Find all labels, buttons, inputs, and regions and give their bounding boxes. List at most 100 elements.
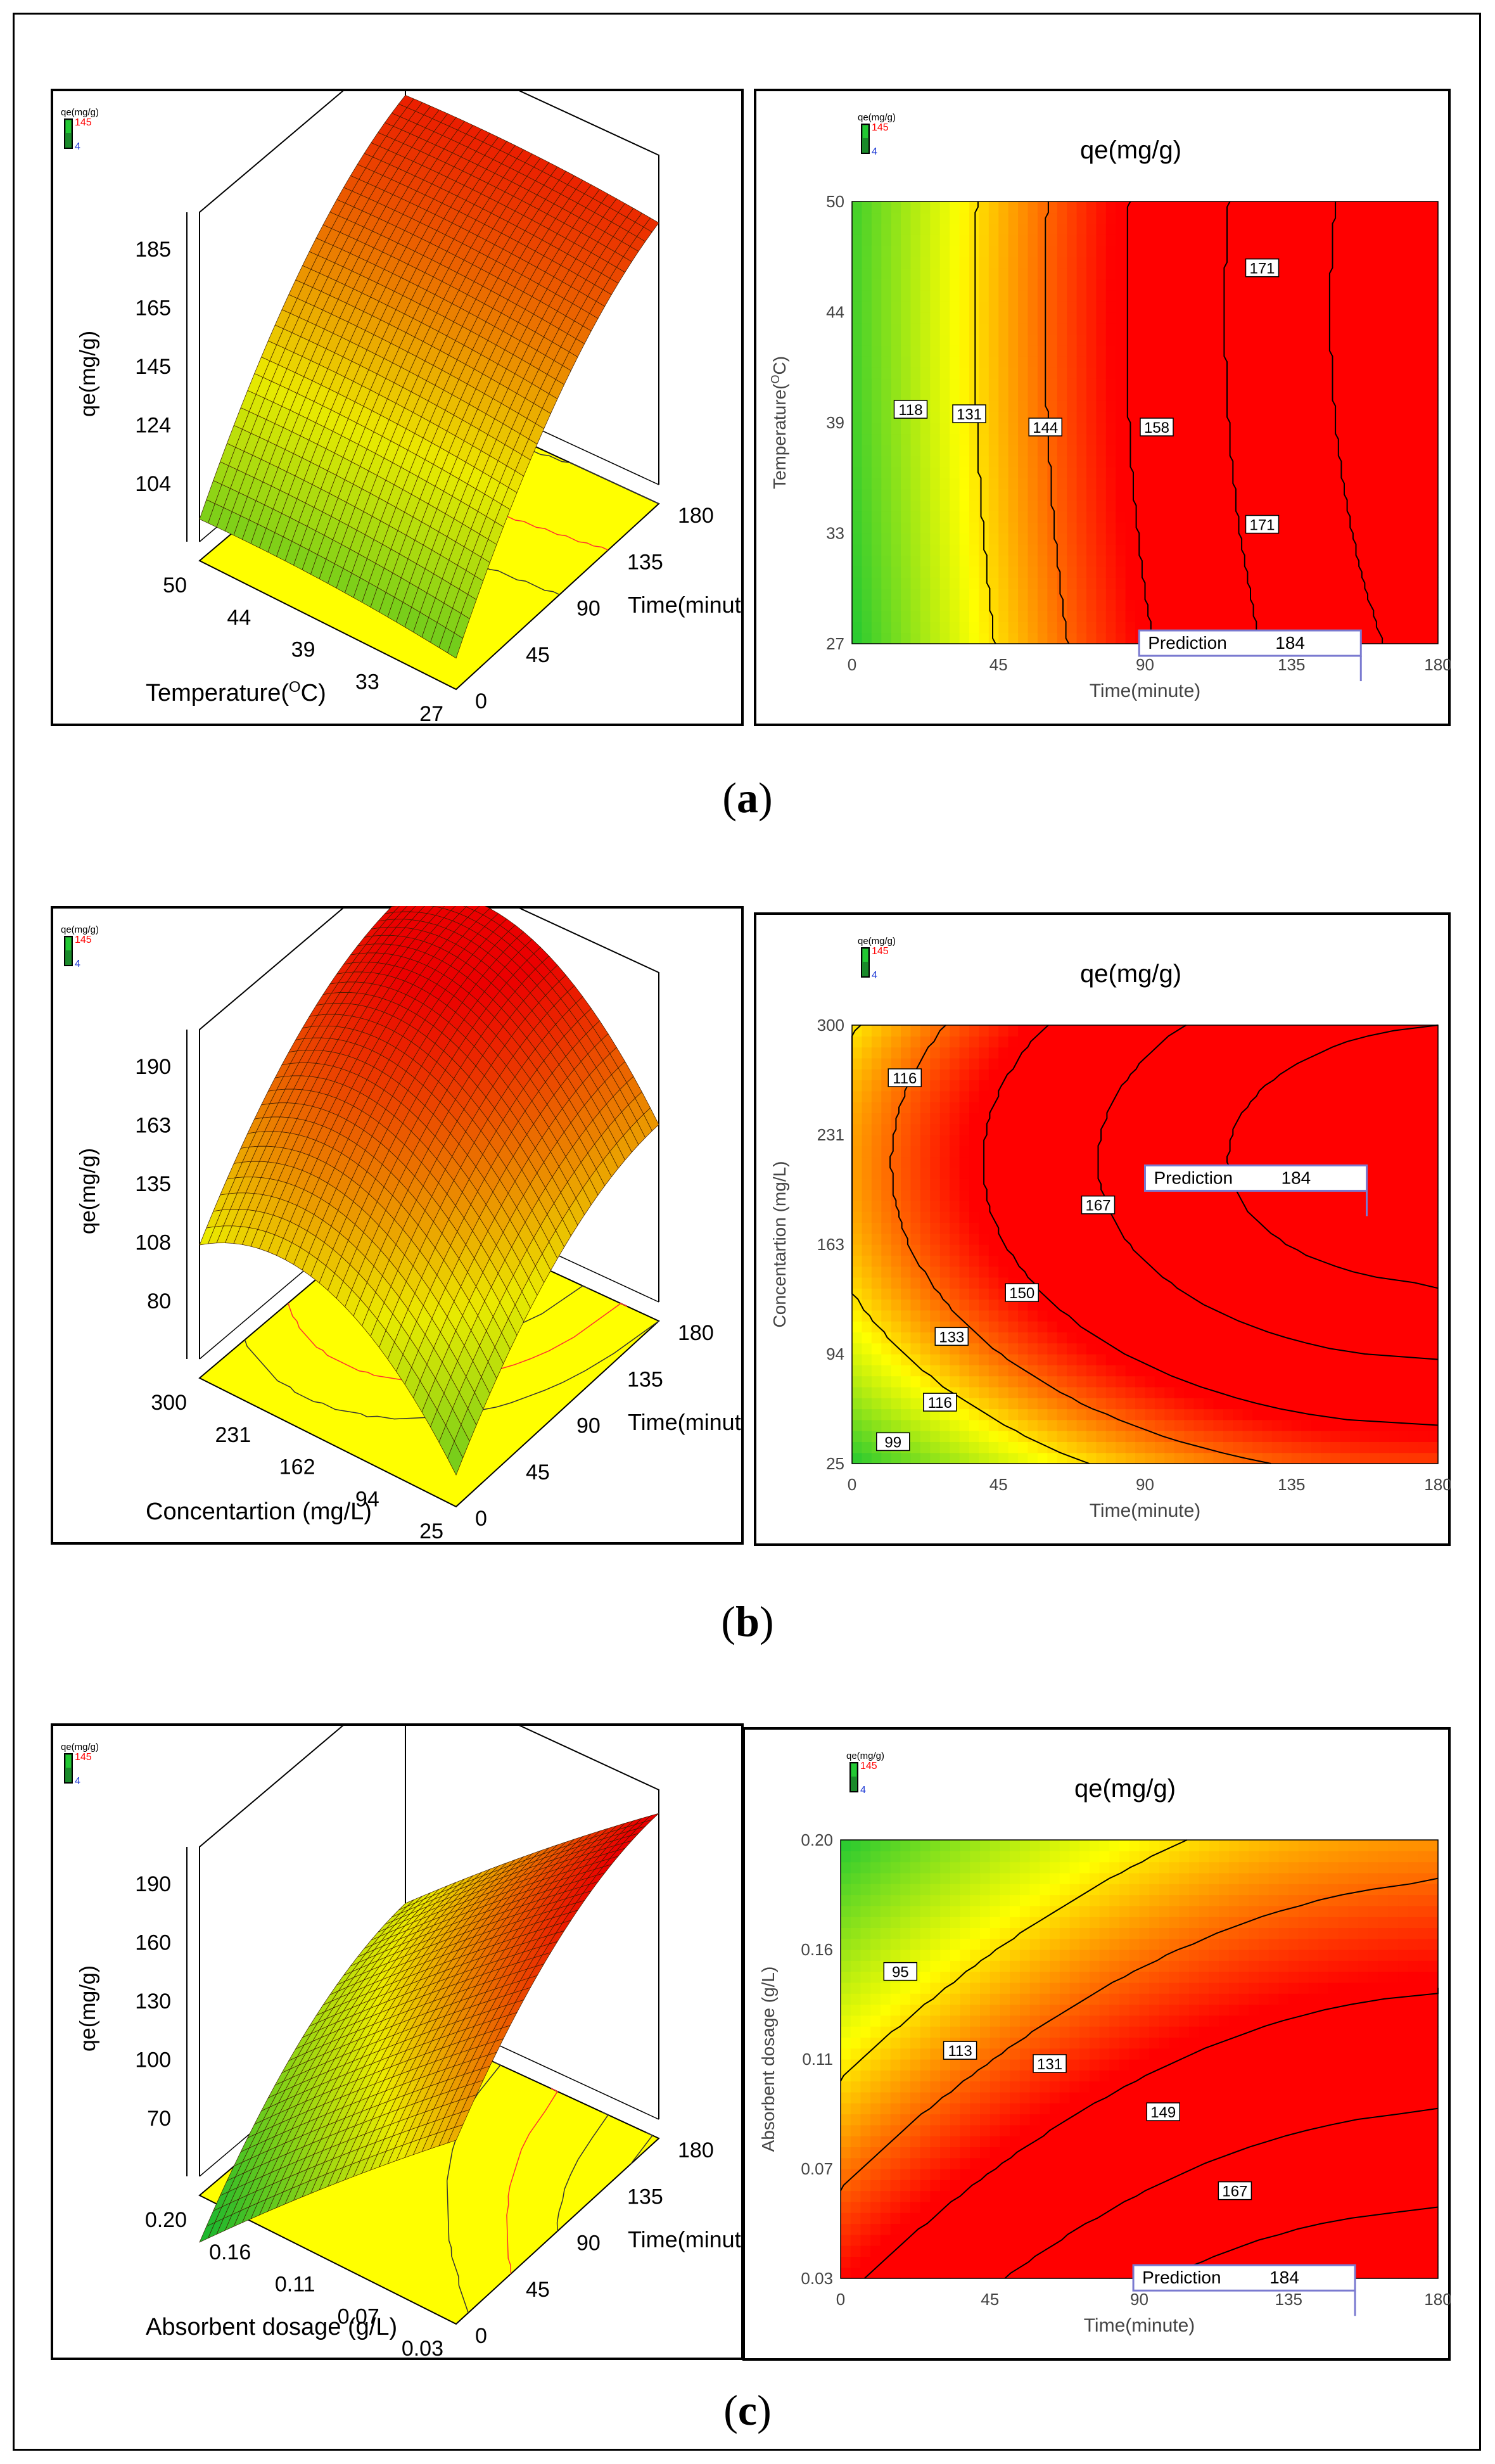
acontour-heat-cell bbox=[910, 599, 921, 611]
acontour-heat-cell bbox=[920, 345, 931, 357]
acontour-heat-cell bbox=[1164, 212, 1175, 224]
acontour-heat-cell bbox=[1321, 555, 1332, 567]
acontour-heat-cell bbox=[1389, 577, 1399, 589]
acontour-heat-cell bbox=[939, 411, 950, 423]
acontour-heat-cell bbox=[1008, 400, 1019, 412]
acontour-heat-cell bbox=[1125, 599, 1136, 611]
acontour-heat-cell bbox=[862, 555, 872, 567]
acontour-heat-cell bbox=[1428, 599, 1439, 611]
bcontour-heat-cell bbox=[959, 1277, 970, 1289]
acontour-heat-cell bbox=[1027, 533, 1038, 545]
acontour-heat-cell bbox=[881, 234, 892, 246]
bcontour-heat-cell bbox=[920, 1090, 931, 1102]
bcontour-heat-cell bbox=[1008, 1398, 1019, 1410]
bcontour-heat-cell bbox=[930, 1102, 941, 1113]
bcontour-heat-cell bbox=[910, 1386, 921, 1398]
acontour-heat-cell bbox=[1301, 345, 1312, 357]
acontour-heat-cell bbox=[1418, 411, 1429, 423]
acontour-heat-cell bbox=[1399, 411, 1409, 423]
bcontour-heat-cell bbox=[979, 1354, 989, 1365]
acontour-heat-cell bbox=[930, 212, 941, 224]
bcontour-heat-cell bbox=[1008, 1266, 1019, 1278]
acontour-heat-cell bbox=[1116, 378, 1126, 390]
acontour-heat-cell bbox=[1027, 378, 1038, 390]
acontour-heat-cell bbox=[862, 356, 872, 368]
bcontour-heat-cell bbox=[881, 1452, 892, 1464]
acontour-heat-cell bbox=[871, 389, 882, 401]
bcontour-heat-cell bbox=[871, 1025, 882, 1037]
acontour-heat-cell bbox=[1164, 223, 1175, 235]
acontour-heat-cell bbox=[1271, 423, 1282, 435]
acontour-heat-cell bbox=[1154, 234, 1165, 246]
bcontour-heat-cell bbox=[969, 1398, 980, 1410]
bcontour-heat-cell bbox=[988, 1189, 999, 1201]
acontour-heat-cell bbox=[891, 500, 901, 512]
acontour-heat-cell bbox=[1252, 322, 1263, 335]
acontour-heat-cell bbox=[959, 334, 970, 346]
acontour-heat-cell bbox=[1135, 312, 1146, 324]
acontour-heat-cell bbox=[1340, 511, 1351, 523]
bcontour-heat-cell bbox=[862, 1321, 872, 1332]
acontour-heat-cell bbox=[1174, 478, 1185, 490]
acontour-heat-cell bbox=[881, 433, 892, 445]
acontour-heat-cell bbox=[1301, 312, 1312, 324]
acontour-heat-cell bbox=[1321, 345, 1332, 357]
acontour-heat-cell bbox=[979, 223, 989, 235]
acontour-heat-cell bbox=[1233, 223, 1244, 235]
acontour-heat-cell bbox=[959, 312, 970, 324]
acontour-heat-cell bbox=[1154, 290, 1165, 302]
acontour-heat-cell bbox=[1262, 400, 1273, 412]
bcontour-heat-cell bbox=[979, 1321, 989, 1332]
bcontour-heat-cell bbox=[988, 1419, 999, 1431]
acontour-heat-cell bbox=[1379, 400, 1390, 412]
acontour-heat-cell bbox=[1408, 488, 1419, 501]
acontour-heat-cell bbox=[1204, 279, 1214, 291]
acontour-heat-cell bbox=[1047, 511, 1058, 523]
acontour-heat-cell bbox=[1135, 345, 1146, 357]
bcontour-heat-cell bbox=[901, 1211, 912, 1223]
acontour-heat-cell bbox=[1311, 433, 1321, 445]
acontour-heat-cell bbox=[1389, 322, 1399, 335]
bcontour-heat-cell bbox=[852, 1408, 863, 1420]
acontour-heat-cell bbox=[1223, 577, 1233, 589]
b3d-z-tick-label: 163 bbox=[135, 1114, 171, 1138]
bcontour-heat-cell bbox=[862, 1200, 872, 1212]
acontour-heat-cell bbox=[1262, 322, 1273, 335]
acontour-heat-cell bbox=[988, 533, 999, 545]
acontour-heat-cell bbox=[959, 566, 970, 578]
acontour-heat-cell bbox=[901, 522, 912, 534]
bcontour-heat-cell bbox=[950, 1408, 960, 1420]
acontour-heat-cell bbox=[1301, 456, 1312, 468]
bcontour-heat-cell bbox=[930, 1057, 941, 1069]
acontour-heat-cell bbox=[939, 533, 950, 545]
acontour-heat-cell bbox=[1213, 223, 1224, 235]
bcontour-heat-cell bbox=[950, 1343, 960, 1355]
acontour-heat-cell bbox=[1174, 577, 1185, 589]
acontour-heat-cell bbox=[1242, 279, 1253, 291]
acontour-heat-cell bbox=[1399, 201, 1409, 214]
bcontour-heat-cell bbox=[939, 1057, 950, 1069]
acontour-heat-cell bbox=[950, 212, 960, 224]
acontour-heat-cell bbox=[1301, 577, 1312, 589]
bcontour-heat-cell bbox=[959, 1441, 970, 1453]
bcontour-heat-cell bbox=[871, 1080, 882, 1092]
acontour-heat-cell bbox=[1184, 500, 1195, 512]
bcontour-heat-cell bbox=[920, 1178, 931, 1191]
acontour-x-tick-label: 0 bbox=[848, 655, 856, 674]
acontour-heat-cell bbox=[1350, 599, 1361, 611]
acontour-heat-cell bbox=[950, 367, 960, 379]
bcontour-heat-cell bbox=[988, 1321, 999, 1332]
bcontour-heat-cell bbox=[920, 1069, 931, 1081]
acontour-heat-cell bbox=[1174, 267, 1185, 279]
acontour-heat-cell bbox=[920, 389, 931, 401]
acontour-heat-cell bbox=[1340, 201, 1351, 214]
bcontour-heat-cell bbox=[881, 1310, 892, 1322]
acontour-heat-cell bbox=[1242, 466, 1253, 478]
acontour-heat-cell bbox=[881, 279, 892, 291]
bcontour-heat-cell bbox=[959, 1178, 970, 1191]
acontour-heat-cell bbox=[1076, 500, 1087, 512]
bcontour-heat-cell bbox=[969, 1376, 980, 1388]
acontour-heat-cell bbox=[862, 367, 872, 379]
acontour-heat-cell bbox=[1340, 599, 1351, 611]
acontour-heat-cell bbox=[1271, 201, 1282, 214]
